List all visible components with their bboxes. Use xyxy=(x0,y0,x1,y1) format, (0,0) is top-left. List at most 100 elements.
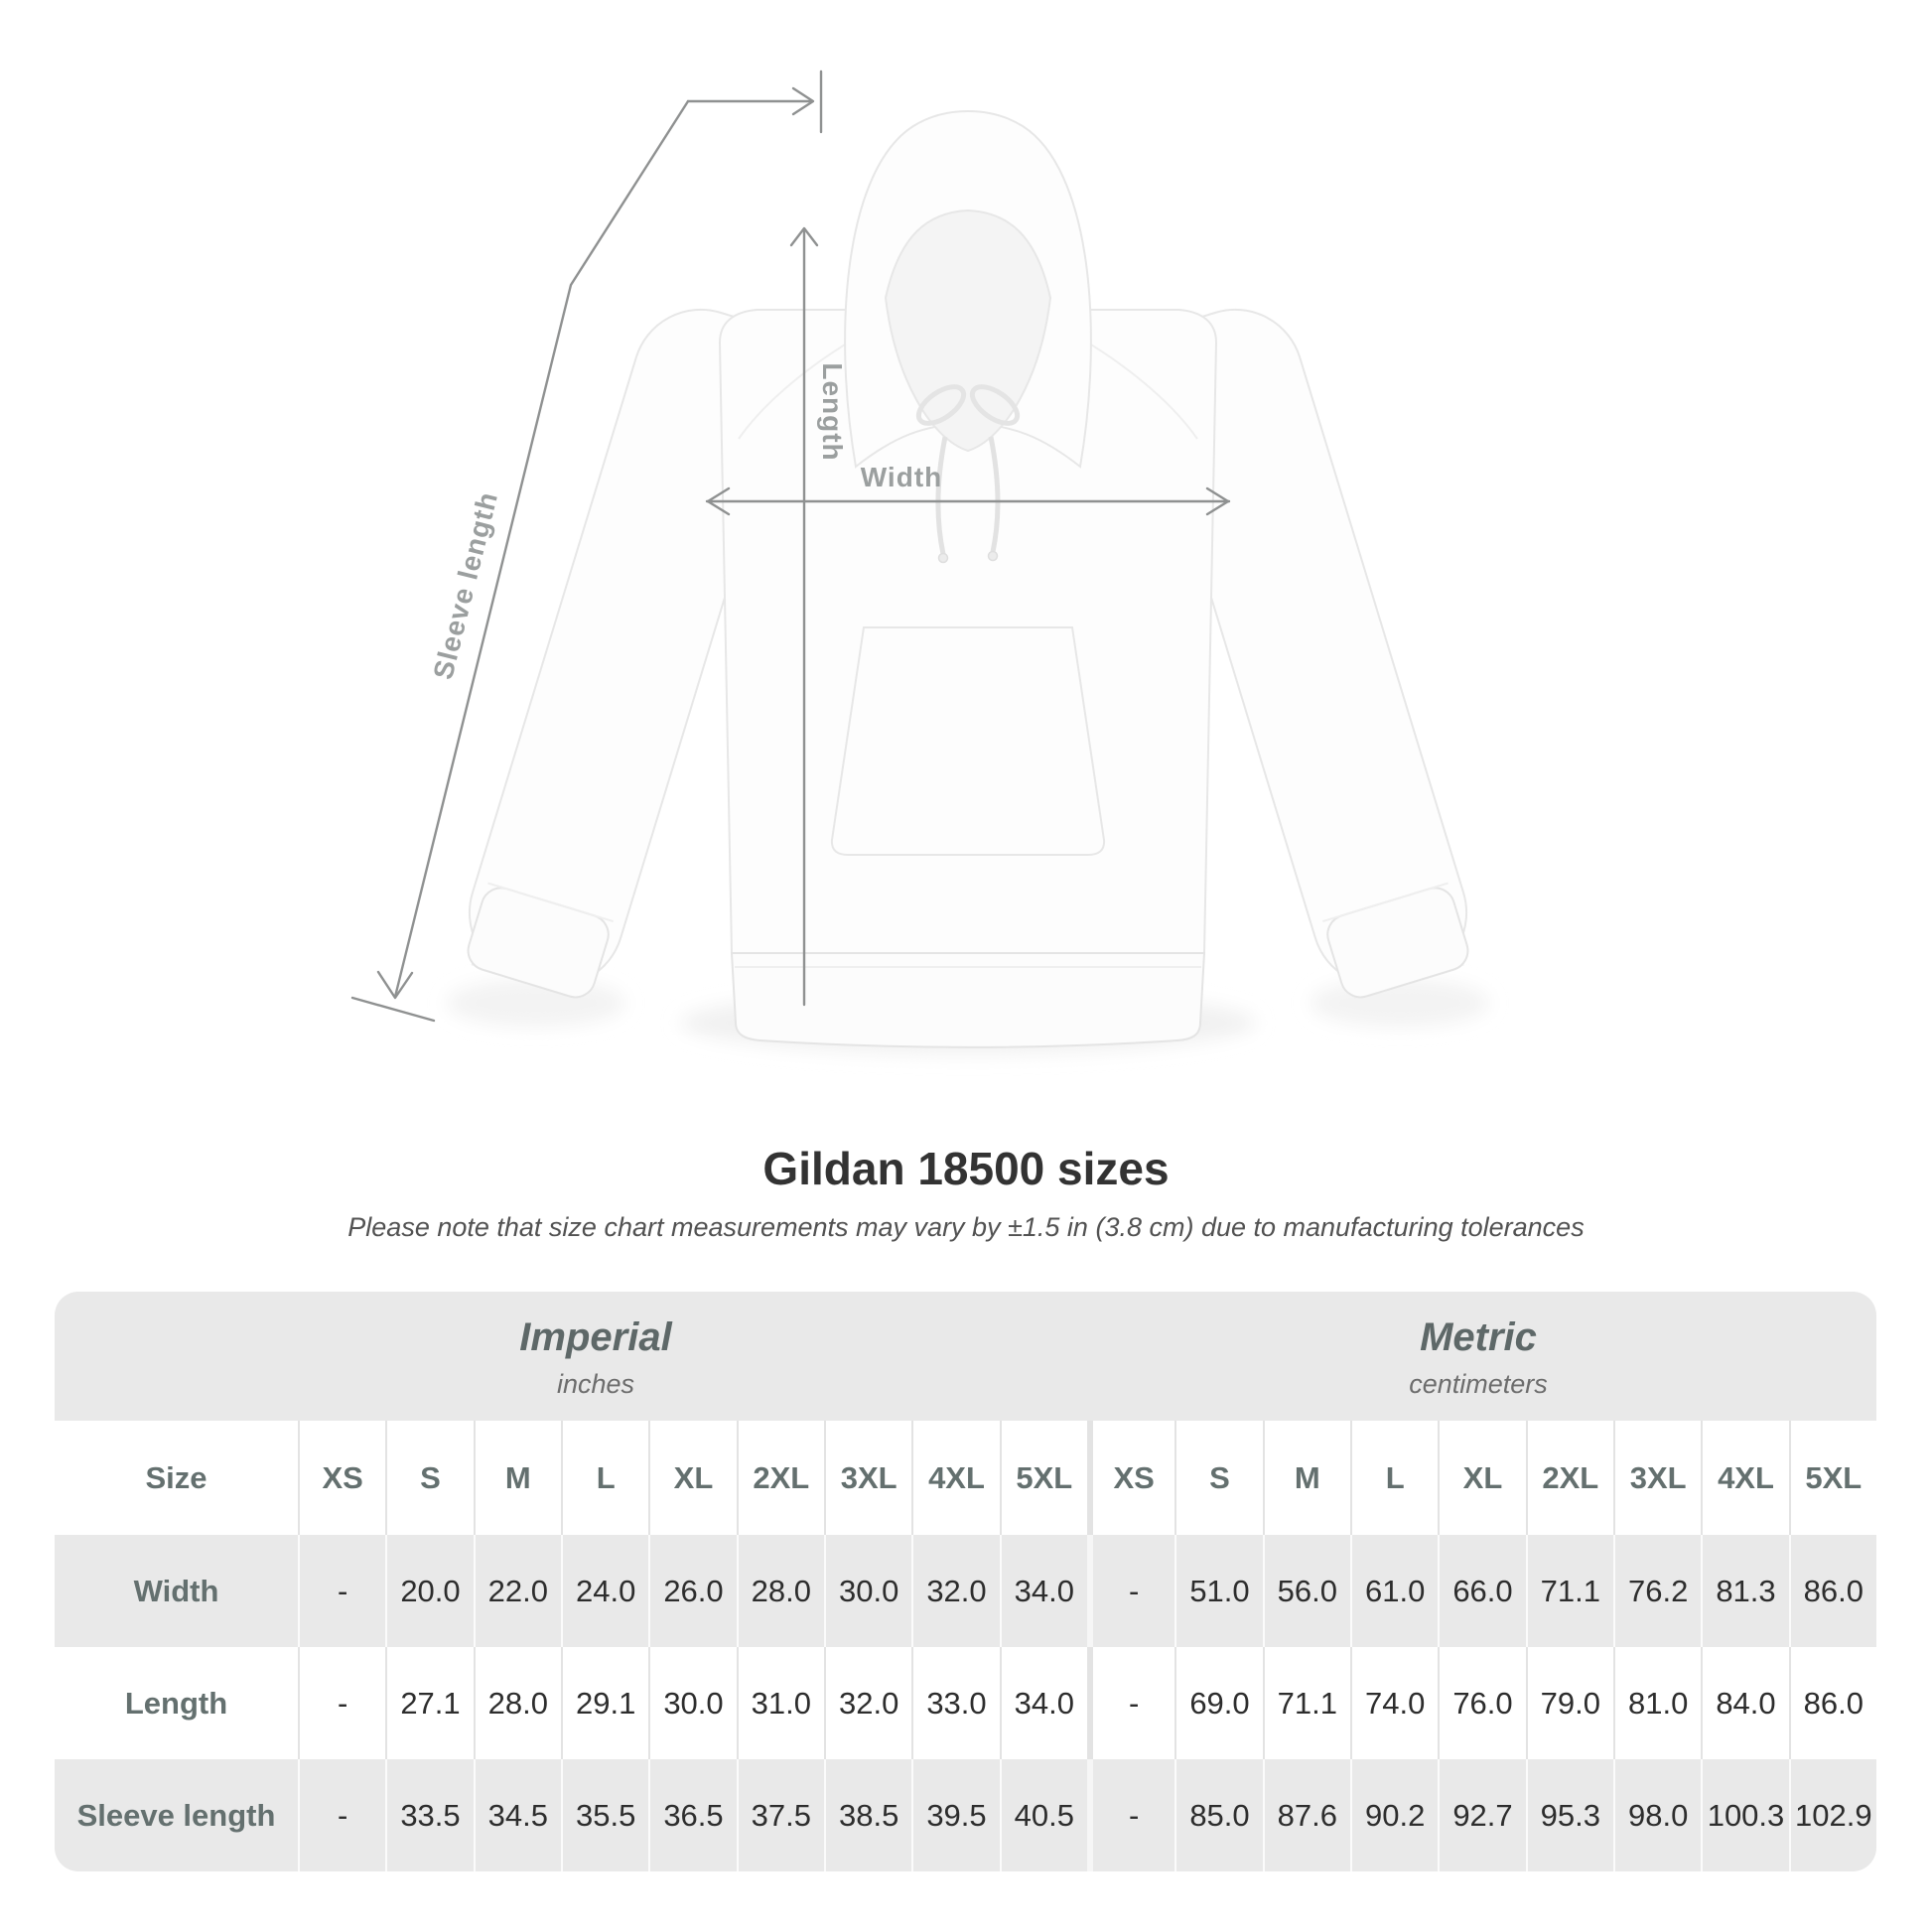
table-cell: 71.1 xyxy=(1262,1647,1350,1759)
size-header: 3XL xyxy=(1613,1421,1701,1535)
table-cell: 40.5 xyxy=(999,1759,1087,1871)
table-cell: 84.0 xyxy=(1701,1647,1788,1759)
size-header: 5XL xyxy=(999,1421,1087,1535)
hoodie-measurement-diagram: Length Width Sleeve length xyxy=(350,69,1489,1054)
table-cell: 71.1 xyxy=(1525,1535,1613,1647)
size-header: M xyxy=(1262,1421,1350,1535)
size-header: 3XL xyxy=(824,1421,911,1535)
table-cell: 26.0 xyxy=(648,1535,736,1647)
table-cell: 27.1 xyxy=(385,1647,473,1759)
table-cell: 32.0 xyxy=(824,1647,911,1759)
imperial-label: Imperial xyxy=(519,1314,672,1359)
row-label: Sleeve length xyxy=(76,1797,276,1833)
size-header: XL xyxy=(1438,1421,1525,1535)
length-arrow xyxy=(789,226,819,1007)
width-arrow xyxy=(705,486,1231,516)
size-header-row: Size XS S M L XL 2XL 3XL 4XL 5XL XS S M … xyxy=(55,1421,1876,1535)
page-title: Gildan 18500 sizes xyxy=(762,1143,1170,1194)
table-cell: 76.0 xyxy=(1438,1647,1525,1759)
table-cell: 74.0 xyxy=(1350,1647,1438,1759)
row-label: Width xyxy=(133,1573,219,1608)
table-cell: 86.0 xyxy=(1788,1535,1876,1647)
table-cell: 24.0 xyxy=(561,1535,648,1647)
right-sleeve xyxy=(1148,308,1469,1000)
table-cell: 69.0 xyxy=(1174,1647,1262,1759)
table-cell: 76.2 xyxy=(1613,1535,1701,1647)
table-cell: - xyxy=(1087,1759,1174,1871)
size-header: 2XL xyxy=(1525,1421,1613,1535)
size-header: 4XL xyxy=(911,1421,999,1535)
metric-label: Metric xyxy=(1420,1314,1537,1359)
tolerance-note: Please note that size chart measurements… xyxy=(347,1212,1585,1242)
table-cell: 38.5 xyxy=(824,1759,911,1871)
length-label: Length xyxy=(817,362,848,461)
table-cell: 34.0 xyxy=(999,1647,1087,1759)
table-cell: 79.0 xyxy=(1525,1647,1613,1759)
table-cell: 86.0 xyxy=(1788,1647,1876,1759)
table-cell: - xyxy=(1087,1535,1174,1647)
table-cell: 28.0 xyxy=(736,1535,824,1647)
drawstrings xyxy=(915,384,1021,564)
table-cell: 66.0 xyxy=(1438,1535,1525,1647)
table-cell: 95.3 xyxy=(1525,1759,1613,1871)
table-cell: 100.3 xyxy=(1701,1759,1788,1871)
imperial-unit: inches xyxy=(556,1368,635,1399)
width-label: Width xyxy=(861,462,943,492)
table-cell: 90.2 xyxy=(1350,1759,1438,1871)
table-cell: 32.0 xyxy=(911,1535,999,1647)
size-header: S xyxy=(385,1421,473,1535)
table-cell: 61.0 xyxy=(1350,1535,1438,1647)
hem-band xyxy=(730,952,1206,1048)
table-cell: - xyxy=(298,1535,385,1647)
size-header: XS xyxy=(1087,1421,1174,1535)
table-cell: 92.7 xyxy=(1438,1759,1525,1871)
metric-unit: centimeters xyxy=(1409,1368,1548,1399)
table-cell: - xyxy=(1087,1647,1174,1759)
table-cell: 51.0 xyxy=(1174,1535,1262,1647)
table-cell: 85.0 xyxy=(1174,1759,1262,1871)
table-cell: 39.5 xyxy=(911,1759,999,1871)
hoodie-illustration xyxy=(447,110,1489,1054)
table-cell: 30.0 xyxy=(824,1535,911,1647)
table-cell: 34.0 xyxy=(999,1535,1087,1647)
size-header: L xyxy=(561,1421,648,1535)
size-header: 2XL xyxy=(736,1421,824,1535)
table-cell: 28.0 xyxy=(473,1647,561,1759)
table-cell: - xyxy=(298,1647,385,1759)
table-cell: 33.0 xyxy=(911,1647,999,1759)
kangaroo-pocket xyxy=(830,626,1106,856)
unit-group-header-band: Imperial inches Metric centimeters xyxy=(55,1292,1876,1421)
row-label: Length xyxy=(124,1685,228,1721)
table-cell: 81.3 xyxy=(1701,1535,1788,1647)
metric-group-header: Metric centimeters xyxy=(1080,1292,1876,1421)
table-cell: 22.0 xyxy=(473,1535,561,1647)
table-row-width: Width - 20.0 22.0 24.0 26.0 28.0 30.0 32… xyxy=(55,1535,1876,1647)
table-cell: 98.0 xyxy=(1613,1759,1701,1871)
size-header: XL xyxy=(648,1421,736,1535)
table-row-sleeve-length: Sleeve length - 33.5 34.5 35.5 36.5 37.5… xyxy=(55,1759,1876,1871)
table-cell: 34.5 xyxy=(473,1759,561,1871)
table-cell: 35.5 xyxy=(561,1759,648,1871)
table-cell: 56.0 xyxy=(1262,1535,1350,1647)
size-header: M xyxy=(473,1421,561,1535)
table-cell: 37.5 xyxy=(736,1759,824,1871)
size-header: S xyxy=(1174,1421,1262,1535)
size-column-header: Size xyxy=(145,1459,207,1495)
table-cell: 33.5 xyxy=(385,1759,473,1871)
table-cell: 29.1 xyxy=(561,1647,648,1759)
sleeve-length-label: Sleeve length xyxy=(427,488,503,682)
table-cell: 102.9 xyxy=(1788,1759,1876,1871)
size-header: XS xyxy=(298,1421,385,1535)
table-cell: 36.5 xyxy=(648,1759,736,1871)
size-header: 5XL xyxy=(1788,1421,1876,1535)
sleeve-length-arrow xyxy=(350,69,823,1023)
size-table: Imperial inches Metric centimeters Size … xyxy=(55,1292,1876,1871)
size-header: 4XL xyxy=(1701,1421,1788,1535)
table-cell: 20.0 xyxy=(385,1535,473,1647)
table-row-length: Length - 27.1 28.0 29.1 30.0 31.0 32.0 3… xyxy=(55,1647,1876,1759)
table-cell: 87.6 xyxy=(1262,1759,1350,1871)
table-cell: 81.0 xyxy=(1613,1647,1701,1759)
left-sleeve xyxy=(467,308,788,1000)
table-cell: 30.0 xyxy=(648,1647,736,1759)
